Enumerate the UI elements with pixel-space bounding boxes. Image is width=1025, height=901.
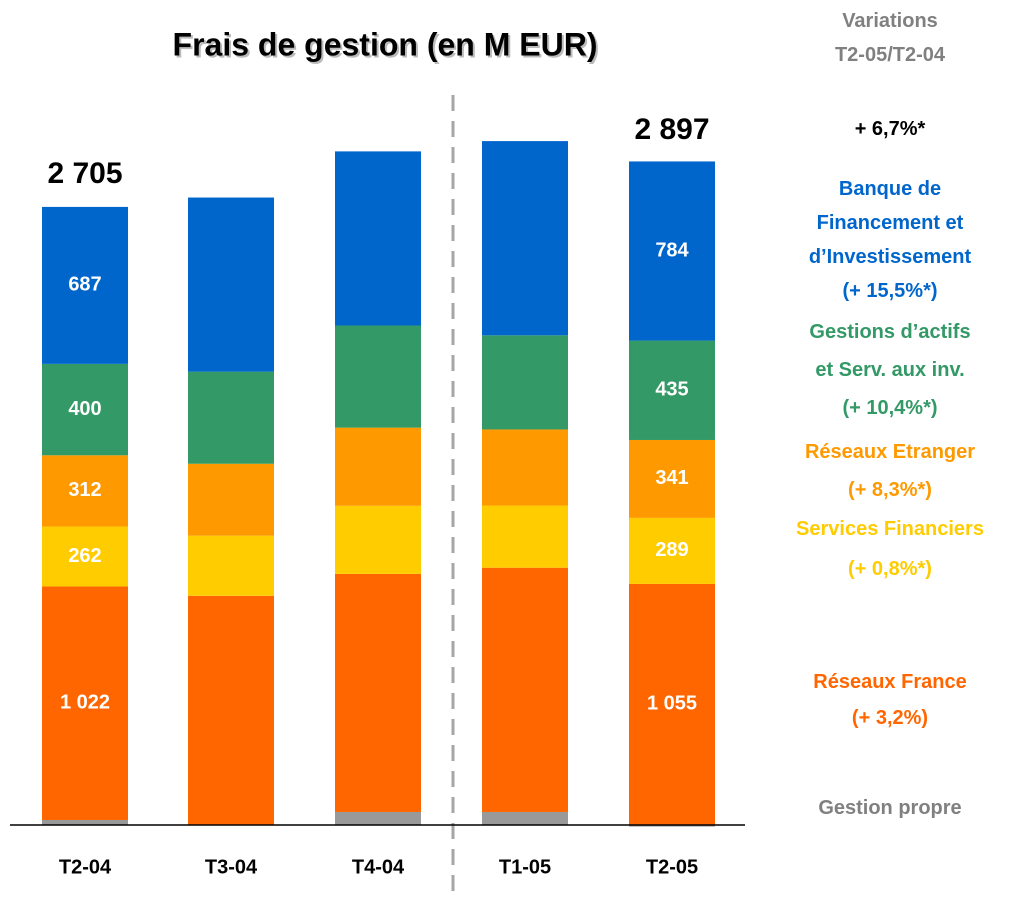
legend-label: Banque de Financement et d’Investissemen…: [808, 178, 972, 268]
legend-label: Réseaux Etranger: [804, 441, 976, 463]
bar-segment: [42, 455, 128, 527]
x-tick-label: T1-05: [499, 856, 551, 878]
legend-entry: Gestion propre: [755, 791, 1025, 825]
legend-label: Gestions d’actifs et Serv. aux inv.: [809, 321, 971, 381]
variations-header: Variations T2-05/T2-04: [834, 10, 946, 66]
x-tick-label: T3-04: [205, 856, 258, 878]
bar-segment: [629, 517, 715, 584]
bar-segment: [335, 151, 421, 326]
value-label: 312: [68, 479, 101, 501]
bar-segment: [335, 427, 421, 506]
legend-label: Gestion propre: [818, 797, 962, 819]
chart-title-shadow: Frais de gestion (en M EUR): [175, 28, 600, 64]
legend-entry: Services Financiers (+ 0,8%*): [755, 509, 1025, 589]
bar-segment: [188, 463, 274, 536]
bar-segment: [629, 825, 715, 827]
bar-segment: [42, 586, 128, 820]
bar-segment: [629, 583, 715, 825]
legend-label: Services Financiers: [796, 518, 984, 540]
bar-segment: [42, 206, 128, 364]
bar-segment: [335, 811, 421, 825]
bar-segment: [629, 340, 715, 440]
variation-label: (+ 0,8%*): [848, 558, 932, 580]
bar-segment: [42, 819, 128, 825]
value-label: 1 055: [647, 693, 697, 715]
chart-title: Frais de gestion (en M EUR): [173, 26, 598, 62]
bar-segment: [188, 595, 274, 825]
value-label: 784: [655, 239, 689, 261]
value-label: 687: [68, 274, 101, 296]
value-label: 341: [655, 467, 688, 489]
bar-segment: [188, 535, 274, 596]
value-label: 289: [655, 539, 688, 561]
bar-segment: [482, 141, 568, 336]
total-label: 2 705: [47, 157, 122, 190]
bar-segment: [335, 505, 421, 574]
bar-segment: [482, 429, 568, 506]
legend-entry: Réseaux Etranger (+ 8,3%*): [755, 433, 1025, 509]
total-variation: + 6,7%*: [854, 118, 926, 140]
x-tick-label: T2-04: [59, 856, 112, 878]
bar-segment: [482, 505, 568, 568]
x-tick-label: T2-05: [646, 856, 698, 878]
value-label: 435: [655, 379, 688, 401]
bar-segment: [629, 439, 715, 518]
variation-label: (+ 3,2%): [851, 707, 929, 729]
value-label: 400: [68, 398, 101, 420]
legend-label: Réseaux France: [813, 671, 967, 693]
bar-segment: [482, 811, 568, 825]
bar-segment: [482, 335, 568, 430]
bar-segment: [42, 363, 128, 456]
bar-segment: [629, 161, 715, 341]
bar-segment: [335, 573, 421, 812]
bar-segment: [188, 371, 274, 464]
legend-entry: Gestions d’actifs et Serv. aux inv. (+ 10…: [755, 313, 1025, 427]
legend-entry: Banque de Financement et d’Investissemen…: [755, 172, 1025, 308]
legend-entry: Réseaux France (+ 3,2%): [755, 664, 1025, 736]
x-tick-label: T4-04: [352, 856, 405, 878]
total-label: 2 897: [634, 113, 709, 146]
bar-segment: [482, 567, 568, 812]
variation-label: (+ 8,3%*): [848, 479, 932, 501]
bar-segment: [42, 526, 128, 587]
bar-segment: [335, 325, 421, 428]
bar-segment: [188, 197, 274, 372]
variation-label: (+ 15,5%*): [842, 280, 938, 302]
variation-label: (+ 10,4%*): [842, 397, 938, 419]
value-label: 1 022: [60, 691, 110, 713]
value-label: 262: [68, 545, 101, 567]
